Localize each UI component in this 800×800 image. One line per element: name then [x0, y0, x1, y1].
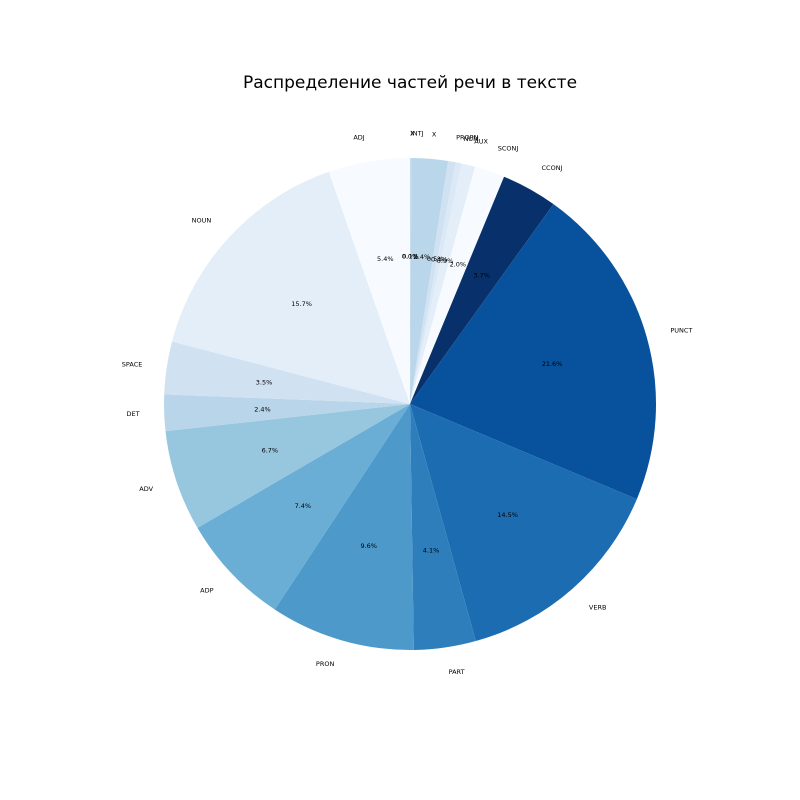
category-label-num: NUM [464, 135, 479, 143]
percent-label-noun: 15.7% [291, 300, 312, 308]
pie-slice-space [164, 341, 410, 404]
percent-label-adv: 6.7% [262, 447, 279, 455]
percent-label-part: 4.1% [423, 546, 440, 554]
percent-label-det: 2.4% [254, 406, 271, 414]
percent-label-punct: 21.6% [542, 360, 563, 368]
percent-label-intj: 0.1% [402, 253, 419, 261]
category-label-space: SPACE [122, 360, 143, 368]
pie-slices [164, 157, 657, 650]
category-label-noun: NOUN [192, 217, 212, 225]
percent-labels: 0.0%0.1%2.4%0.5%0.4%0.9%2.0%3.7%21.6%14.… [254, 253, 562, 555]
pie-slice-pron [274, 404, 414, 650]
pie-slice-sconj [410, 166, 505, 404]
pie-slice-verb [410, 404, 637, 642]
category-label-adv: ADV [139, 485, 153, 493]
percent-label-adp: 7.4% [295, 502, 312, 510]
pie-slice-det [164, 394, 410, 432]
pie-slice-punct [410, 204, 657, 500]
pie-slice-adp [197, 404, 410, 610]
pie-slice-num [410, 162, 462, 404]
category-label-punct: PUNCT [670, 327, 692, 335]
percent-label-num: 0.4% [431, 256, 448, 264]
category-label-intj: INTJ [411, 130, 424, 138]
percent-label-propn: 0.5% [427, 255, 444, 263]
category-label-part: PART [449, 668, 465, 676]
category-label-propn: PROPN [456, 134, 478, 142]
percent-label-x: 2.4% [414, 253, 431, 261]
category-label-verb: VERB [589, 603, 607, 611]
pie-slice-noun [172, 171, 410, 404]
percent-label-x: 0.0% [402, 253, 419, 261]
category-label-pron: PRON [316, 660, 335, 668]
percent-label-space: 3.5% [256, 379, 273, 387]
pie-slice-adj [328, 158, 410, 404]
percent-label-aux: 0.9% [437, 257, 454, 265]
category-label-adp: ADP [200, 586, 213, 594]
category-label-sconj: SCONJ [498, 144, 519, 152]
category-label-aux: AUX [474, 137, 488, 145]
pie-slice-part [410, 404, 476, 650]
percent-label-sconj: 2.0% [450, 261, 467, 269]
category-label-x: X [432, 131, 437, 139]
pie-slice-propn [410, 160, 456, 404]
category-label-det: DET [126, 410, 139, 418]
percent-label-adj: 5.4% [377, 255, 394, 263]
category-label-cconj: CCONJ [542, 164, 563, 172]
percent-label-pron: 9.6% [360, 542, 377, 550]
pie-slice-cconj [410, 176, 554, 404]
pie-slice-adv [165, 404, 410, 528]
pie-slice-x [410, 158, 449, 404]
percent-label-verb: 14.5% [497, 511, 518, 519]
pie-slice-aux [410, 163, 476, 404]
pie-slice-intj [410, 157, 412, 404]
percent-label-cconj: 3.7% [473, 271, 490, 279]
category-label-x: X [410, 130, 415, 138]
category-label-adj: ADJ [353, 134, 364, 142]
chart-title: Распределение частей речи в тексте [243, 73, 577, 93]
